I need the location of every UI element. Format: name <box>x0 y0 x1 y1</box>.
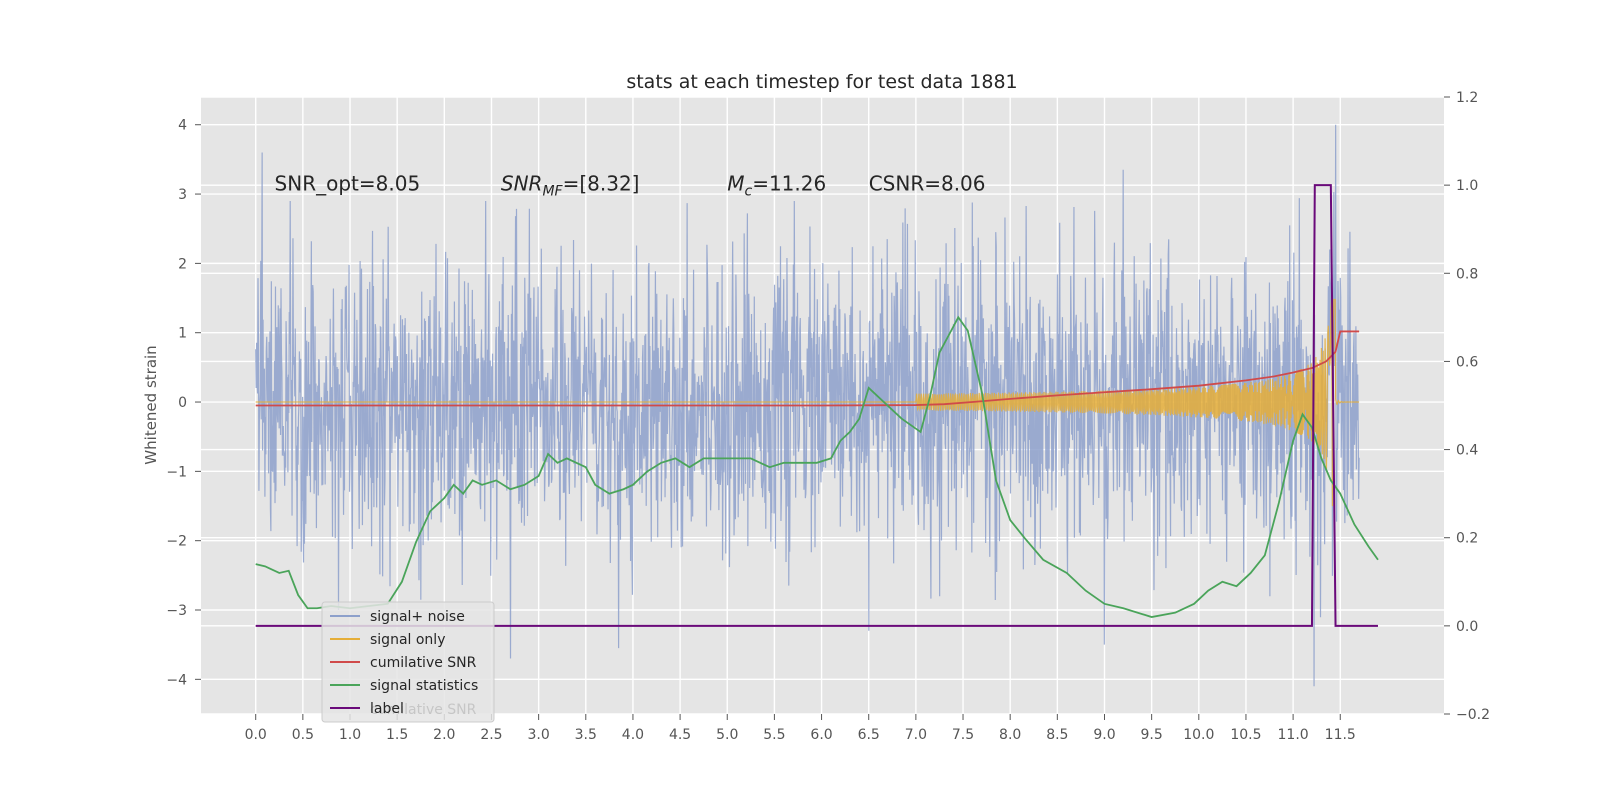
series-layer <box>255 124 1379 687</box>
x-tick-label: 5.5 <box>763 727 785 743</box>
x-tick-label: 2.0 <box>433 727 455 743</box>
y-tick-label: 2 <box>178 256 187 272</box>
x-tick-label: 1.0 <box>339 727 361 743</box>
x-tick-label: 7.5 <box>952 727 974 743</box>
signal-noise-series <box>255 124 1360 687</box>
legend-entry: label <box>370 701 404 717</box>
legend-entry: cumilative SNR <box>370 655 477 671</box>
y-tick-label: 1 <box>178 326 187 342</box>
x-tick-label: 6.0 <box>810 727 832 743</box>
x-tick-label: 10.5 <box>1230 727 1261 743</box>
legend-frame <box>321 601 495 723</box>
y-tick-label: −3 <box>166 603 187 619</box>
x-tick-label: 4.0 <box>622 727 644 743</box>
y2-tick-label: 0.6 <box>1456 354 1478 370</box>
x-axis: 0.0 0.5 1.0 1.5 2.0 2.5 3.0 3.5 4.0 4.5 5.0 5.5 6.0 6… <box>245 714 1356 743</box>
x-tick-label: 4.5 <box>669 727 691 743</box>
x-tick-label: 8.0 <box>999 727 1021 743</box>
label-series <box>255 184 1378 627</box>
legend-entry: signal+ noise <box>370 609 465 625</box>
x-tick-label: 8.5 <box>1046 727 1068 743</box>
y-tick-label: −4 <box>166 672 187 688</box>
x-tick-label: 11.0 <box>1278 727 1309 743</box>
x-tick-label: 0.0 <box>245 727 267 743</box>
x-tick-label: 5.0 <box>716 727 738 743</box>
x-tick-label: 9.0 <box>1093 727 1115 743</box>
y-tick-label: −1 <box>166 464 187 480</box>
annotations: SNR_opt=8.05 SNRMF=[8.32] Mc=11.26 CSNR=8.0… <box>275 172 986 200</box>
annotation-text: Mc=11.26 <box>727 172 826 200</box>
y-tick-label: 4 <box>178 118 187 134</box>
x-tick-label: 11.5 <box>1325 727 1356 743</box>
y-axis-right: −0.2 0.0 0.2 0.4 0.6 0.8 1.0 1.2 <box>1444 90 1490 723</box>
y-tick-label: −2 <box>166 534 187 550</box>
y2-tick-label: 0.0 <box>1456 619 1478 635</box>
y2-tick-label: 0.2 <box>1456 531 1478 547</box>
annotation-text: CSNR=8.06 <box>869 172 986 196</box>
annotation-text: SNRMF=[8.32] <box>501 172 640 200</box>
x-tick-label: 9.5 <box>1141 727 1163 743</box>
y-axis-label: Whitened strain <box>142 345 160 464</box>
x-tick-label: 7.0 <box>905 727 927 743</box>
x-tick-label: 0.5 <box>292 727 314 743</box>
y-tick-label: 3 <box>178 187 187 203</box>
y2-tick-label: 1.2 <box>1456 90 1478 106</box>
y2-tick-label: 1.0 <box>1456 178 1478 194</box>
x-tick-label: 3.0 <box>527 727 549 743</box>
legend-ghost-text: cumilative SNR <box>370 702 477 718</box>
y2-tick-label: 0.8 <box>1456 266 1478 282</box>
legend-entry: signal only <box>370 632 445 648</box>
annotation-text: SNR_opt=8.05 <box>275 172 421 196</box>
chart-title: stats at each timestep for test data 188… <box>626 71 1017 93</box>
x-tick-label: 1.5 <box>386 727 408 743</box>
signal-statistics-series <box>255 315 1379 618</box>
x-tick-label: 10.0 <box>1183 727 1214 743</box>
y-tick-label: 0 <box>178 395 187 411</box>
x-tick-label: 6.5 <box>858 727 880 743</box>
y2-tick-label: −0.2 <box>1456 707 1490 723</box>
legend-entry: signal statistics <box>370 678 478 694</box>
x-tick-label: 3.5 <box>575 727 597 743</box>
y2-tick-label: 0.4 <box>1456 443 1478 459</box>
legend: cumilative SNR signal+ noise signal only cu… <box>321 601 495 723</box>
x-tick-label: 2.5 <box>480 727 502 743</box>
y-axis-left: −4 −3 −2 −1 0 1 2 3 4 <box>166 118 201 688</box>
signal-only-series <box>255 298 1360 507</box>
cumulative-snr-series <box>255 330 1360 407</box>
